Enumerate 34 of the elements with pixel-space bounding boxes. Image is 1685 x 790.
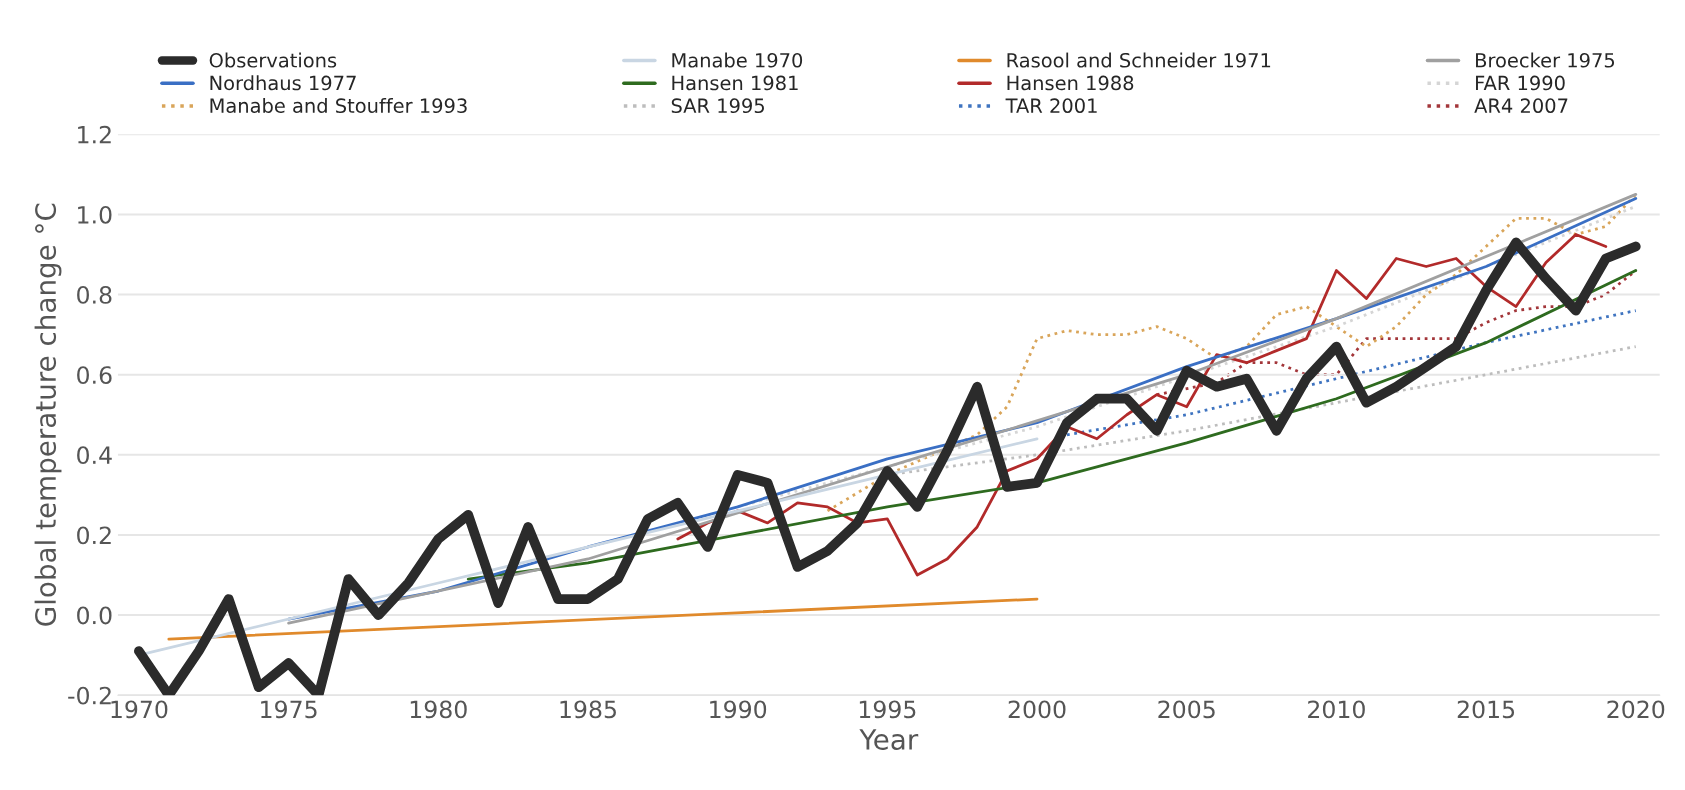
x-tick-label: 1985	[560, 700, 616, 719]
legend-label: Manabe and Stouffer 1993	[210, 97, 467, 114]
legend-label: Broecker 1975	[1476, 52, 1615, 68]
y-tick-label: 1.2	[78, 125, 111, 144]
legend-label: Observations	[209, 52, 337, 68]
legend-label: FAR 1990	[1476, 75, 1565, 91]
y-axis-title: Global temperature change °C	[34, 203, 62, 626]
x-tick-label: 1980	[410, 700, 467, 719]
y-tick-label: 0.0	[77, 606, 112, 625]
y-tick-label: -0.2	[68, 686, 111, 705]
y-tick-label: 0.6	[77, 366, 112, 384]
x-tick-label: 1995	[859, 700, 916, 719]
legend-label: Nordhaus 1977	[210, 75, 356, 91]
x-tick-label: 2020	[1607, 700, 1665, 719]
x-tick-label: 2000	[1008, 700, 1066, 719]
legend-label: SAR 1995	[671, 98, 764, 114]
x-tick-label: 2005	[1158, 700, 1215, 719]
legend-label: Hansen 1981	[672, 75, 798, 91]
line-series	[1065, 309, 1638, 437]
x-axis-title: Year	[859, 729, 919, 750]
y-tick-label: 1.0	[78, 205, 112, 224]
legend-label: TAR 2001	[1005, 98, 1097, 114]
y-tick-label: 0.8	[77, 286, 112, 304]
legend-label: Hansen 1988	[1007, 75, 1134, 91]
x-tick-label: 1990	[710, 700, 767, 719]
legend-label: Rasool and Schneider 1971	[1007, 52, 1271, 68]
y-tick-label: 0.2	[77, 526, 111, 545]
x-tick-label: 2010	[1308, 700, 1365, 719]
y-tick-label: 0.4	[77, 446, 112, 465]
legend-label: AR4 2007	[1474, 98, 1568, 114]
legend-label: Manabe 1970	[672, 52, 803, 68]
x-tick-label: 1975	[261, 700, 317, 719]
x-tick-label: 2015	[1457, 700, 1515, 719]
x-tick-label: 1970	[111, 700, 168, 719]
